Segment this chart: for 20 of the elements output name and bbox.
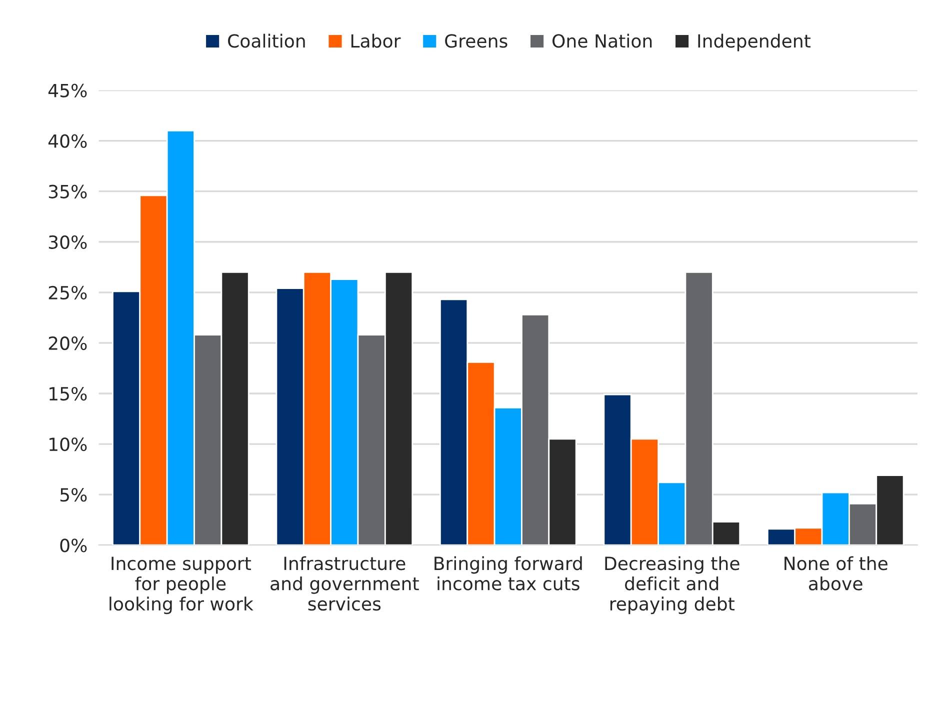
x-tick-label: None of the above bbox=[784, 556, 888, 590]
y-tick-label: 25% bbox=[48, 286, 87, 300]
x-tick-label: Decreasing the deficit and repaying debt bbox=[605, 556, 740, 614]
y-tick-label: 5% bbox=[60, 488, 87, 502]
x-tick-label: Bringing forward income tax cuts bbox=[434, 556, 582, 590]
legend-label: Coalition bbox=[228, 34, 305, 48]
y-tick-label: 15% bbox=[50, 386, 87, 401]
y-tick-label: 30% bbox=[48, 235, 87, 249]
legend-label: Independent bbox=[698, 34, 810, 52]
legend-label: One Nation bbox=[552, 34, 652, 48]
y-tick-label: 40% bbox=[48, 134, 87, 148]
legend-label: Greens bbox=[445, 34, 508, 48]
y-tick-label: 35% bbox=[48, 184, 87, 198]
y-tick-label: 0% bbox=[60, 538, 87, 552]
y-tick-label: 20% bbox=[48, 336, 87, 350]
y-tick-label: 45% bbox=[48, 84, 87, 98]
x-tick-label: Infrastructure and government services bbox=[270, 556, 419, 611]
y-tick-label: 10% bbox=[50, 437, 87, 452]
x-tick-label: Income support for people looking for work bbox=[110, 556, 254, 614]
legend-label: Labor bbox=[351, 34, 401, 48]
